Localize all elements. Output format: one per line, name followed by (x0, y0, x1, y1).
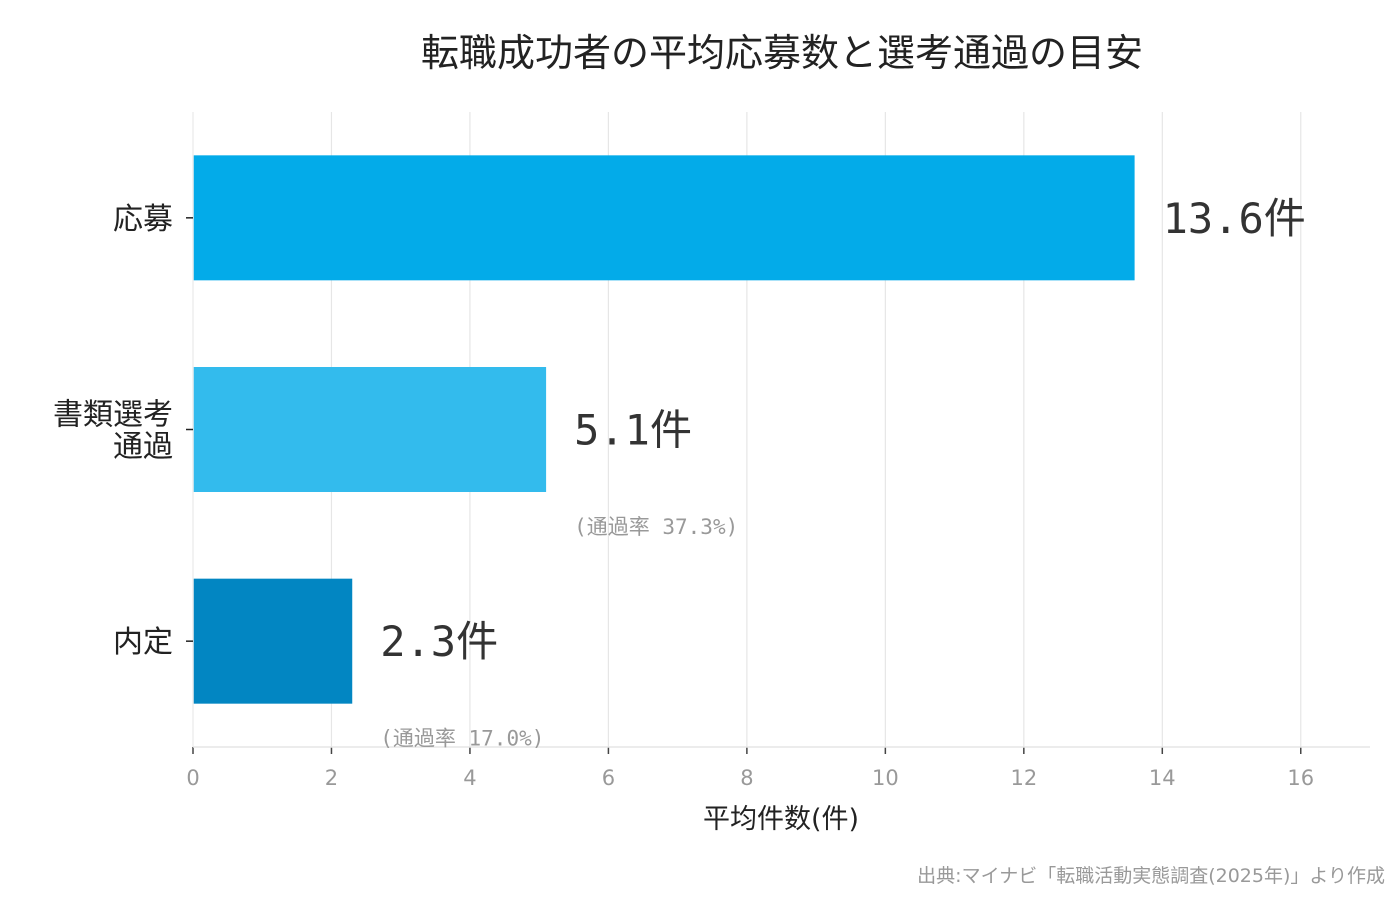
axes: 0 2 4 6 8 10 12 14 16 (186, 112, 1370, 790)
source-note: 出典:マイナビ「転職活動実態調査(2025年)」より作成 (917, 865, 1385, 887)
bar (193, 367, 547, 492)
pass-rate-label: (通過率 37.3%) (574, 515, 738, 539)
chart-title: 転職成功者の平均応募数と選考通過の目安 (421, 31, 1143, 75)
bar (193, 578, 353, 704)
x-tick-label: 16 (1287, 766, 1314, 790)
bar (193, 155, 1135, 281)
pass-rate-label: (通過率 17.0%) (380, 727, 544, 751)
category-label: 応募 (113, 202, 173, 237)
x-tick-label: 4 (463, 766, 476, 790)
bars (193, 155, 1135, 704)
x-tick-label: 12 (1010, 766, 1037, 790)
category-label: 通過 (113, 430, 173, 465)
x-axis-label: 平均件数(件) (703, 804, 859, 835)
x-tick-label: 10 (872, 766, 899, 790)
category-label: 書類選考 (53, 398, 173, 433)
value-label: 2.3件 (380, 617, 498, 666)
x-tick-label: 0 (186, 766, 199, 790)
category-label: 内定 (113, 625, 173, 660)
x-tick-label: 14 (1149, 766, 1176, 790)
x-tick-label: 6 (602, 766, 615, 790)
value-label: 13.6件 (1163, 194, 1306, 243)
x-tick-label: 8 (740, 766, 753, 790)
value-label: 5.1件 (574, 406, 692, 455)
x-tick-label: 2 (325, 766, 338, 790)
